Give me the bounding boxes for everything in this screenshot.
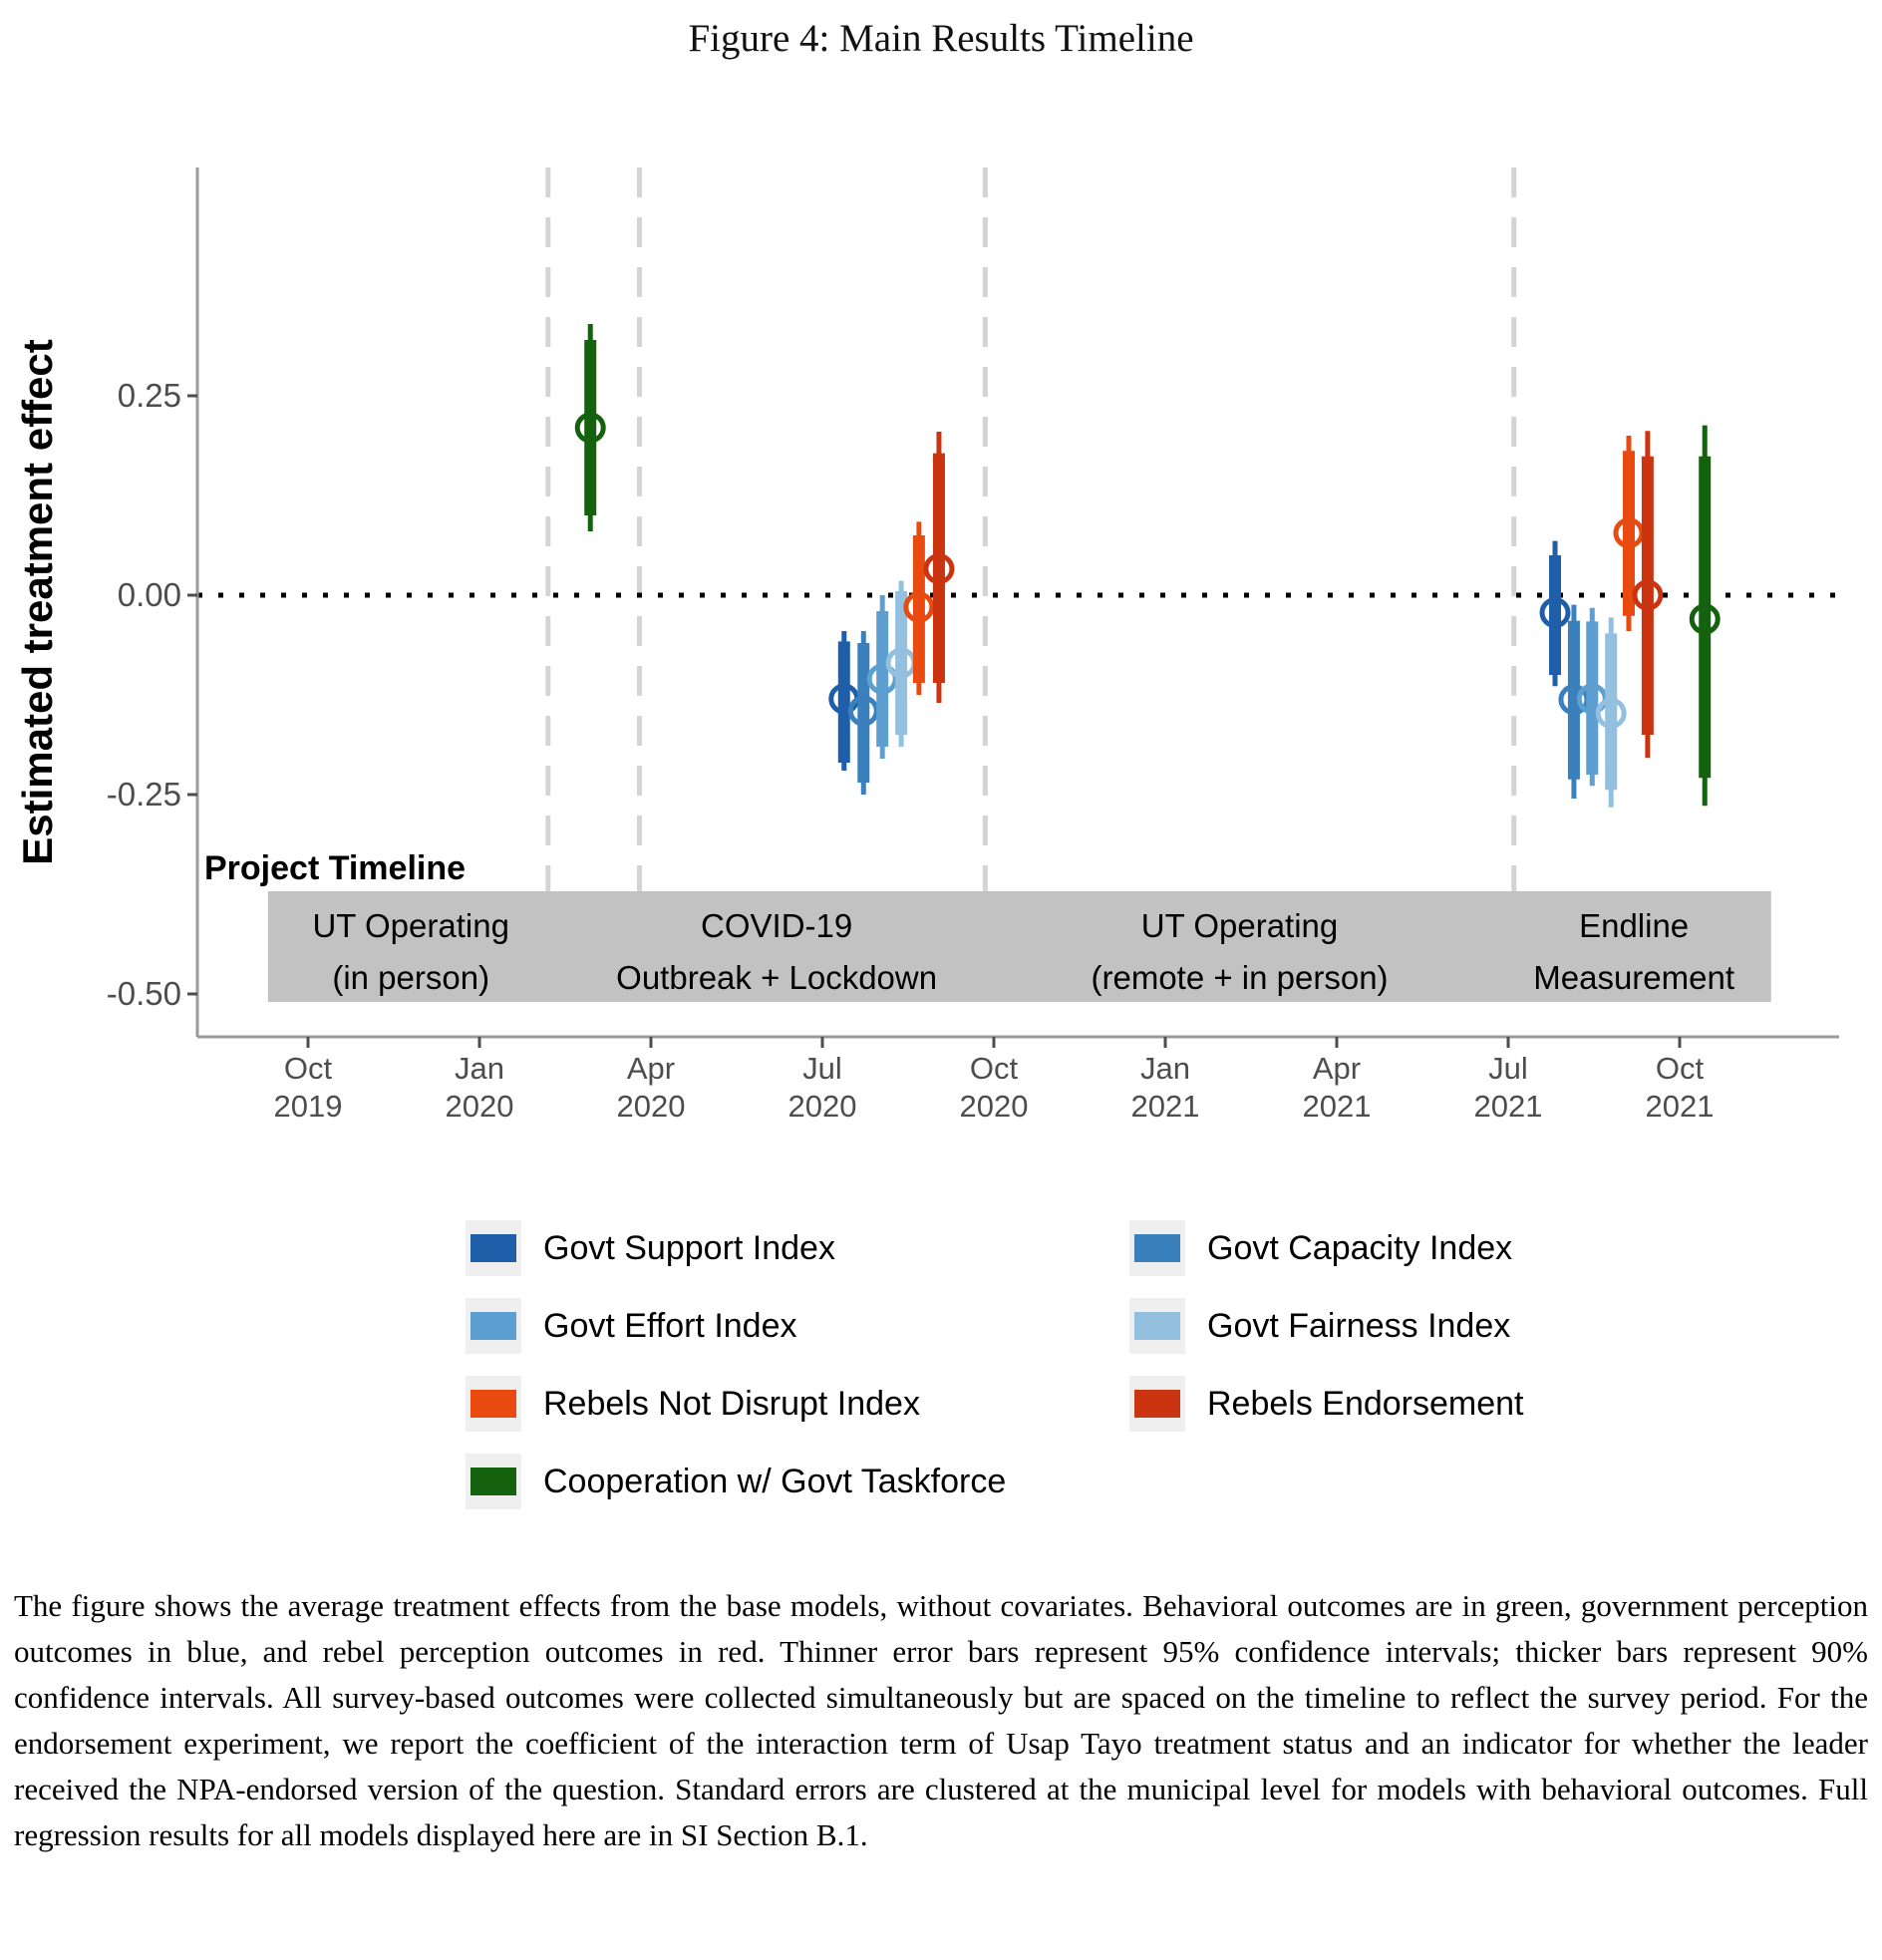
results-timeline-chart: Project Timeline UT Operating (in person) C… <box>14 167 1839 1124</box>
x-tick-month-0: Oct <box>284 1051 333 1086</box>
estimate-marker <box>1595 697 1627 729</box>
legend-key-endorse <box>1129 1376 1185 1432</box>
x-tick-year-7: 2021 <box>1474 1089 1543 1124</box>
x-tick-month-1: Jan <box>455 1051 504 1086</box>
legend-label-fairness: Govt Fairness Index <box>1207 1306 1511 1345</box>
phase-label-2-line2: (remote + in person) <box>1092 959 1389 996</box>
legend-label-effort: Govt Effort Index <box>543 1306 797 1345</box>
pointrange-endorse-6 <box>923 432 955 703</box>
figure-caption: The figure shows the average treatment e… <box>14 1588 1868 1852</box>
legend-label-support: Govt Support Index <box>543 1228 835 1267</box>
x-tick-year-4: 2020 <box>960 1089 1029 1124</box>
legend-key-capacity <box>1129 1220 1185 1276</box>
legend-item-endorse: Rebels Endorsement <box>1129 1376 1524 1432</box>
x-tick-year-5: 2021 <box>1131 1089 1200 1124</box>
pointrange-coop-0 <box>574 324 606 531</box>
estimate-marker <box>1689 603 1721 635</box>
pointrange-fairness-4 <box>885 580 917 747</box>
legend-swatch-fairness <box>1134 1312 1180 1340</box>
pointrange-notdisrupt-5 <box>903 521 935 695</box>
legend-item-capacity: Govt Capacity Index <box>1129 1220 1512 1276</box>
y-tick-label-2: -0.25 <box>107 776 181 813</box>
legend-swatch-notdisrupt <box>470 1390 516 1418</box>
legend-swatch-coop <box>470 1468 516 1495</box>
phase-label-0-line1: UT Operating <box>312 907 508 944</box>
x-tick-month-5: Jan <box>1140 1051 1190 1086</box>
x-tick-year-1: 2020 <box>446 1089 514 1124</box>
legend-label-notdisrupt: Rebels Not Disrupt Index <box>543 1384 920 1423</box>
estimate-marker <box>923 553 955 585</box>
estimate-marker <box>1539 597 1571 629</box>
legend-label-coop: Cooperation w/ Govt Taskforce <box>543 1462 1007 1500</box>
x-tick-year-8: 2021 <box>1646 1089 1715 1124</box>
phase-label-1-line2: Outbreak + Lockdown <box>616 959 937 996</box>
x-tick-year-3: 2020 <box>788 1089 857 1124</box>
x-tick-month-3: Jul <box>802 1051 842 1086</box>
x-tick-year-2: 2020 <box>617 1089 686 1124</box>
legend-label-endorse: Rebels Endorsement <box>1207 1384 1524 1423</box>
phase-label-0-line2: (in person) <box>332 959 489 996</box>
legend-key-support <box>466 1220 521 1276</box>
estimate-marker <box>1632 579 1664 611</box>
x-tick-month-6: Apr <box>1313 1051 1361 1086</box>
legend-key-effort <box>466 1298 521 1354</box>
phase-label-1-line1: COVID-19 <box>701 907 852 944</box>
project-timeline-band <box>267 891 1771 1002</box>
legend-key-notdisrupt <box>466 1376 521 1432</box>
legend-swatch-effort <box>470 1312 516 1340</box>
phase-label-3-line2: Measurement <box>1533 959 1734 996</box>
pointrange-coop-13 <box>1689 425 1721 807</box>
pointrange-capacity-2 <box>847 631 879 795</box>
x-tick-year-0: 2019 <box>274 1089 343 1124</box>
pointrange-effort-3 <box>866 595 898 759</box>
x-tick-month-7: Jul <box>1488 1051 1528 1086</box>
legend-item-notdisrupt: Rebels Not Disrupt Index <box>466 1376 920 1432</box>
pointrange-fairness-10 <box>1595 617 1627 808</box>
legend-key-fairness <box>1129 1298 1185 1354</box>
estimate-marker <box>574 412 606 444</box>
legend-label-capacity: Govt Capacity Index <box>1207 1228 1513 1267</box>
legend-swatch-support <box>470 1234 516 1262</box>
pointrange-endorse-12 <box>1632 431 1664 759</box>
x-tick-month-4: Oct <box>970 1051 1019 1086</box>
legend-swatch-capacity <box>1134 1234 1180 1262</box>
phase-label-2-line1: UT Operating <box>1141 907 1338 944</box>
project-timeline-heading: Project Timeline <box>204 849 466 887</box>
y-tick-label-0: 0.25 <box>118 377 181 414</box>
y-tick-label-1: 0.00 <box>118 576 181 613</box>
x-tick-year-6: 2021 <box>1303 1089 1372 1124</box>
y-axis-title: Estimated treatment effect <box>14 339 61 864</box>
legend-key-coop <box>466 1454 521 1509</box>
x-tick-month-2: Apr <box>627 1051 675 1086</box>
legend-item-effort: Govt Effort Index <box>466 1298 797 1354</box>
x-tick-month-8: Oct <box>1656 1051 1705 1086</box>
legend-item-fairness: Govt Fairness Index <box>1129 1298 1510 1354</box>
legend-swatch-endorse <box>1134 1390 1180 1418</box>
figure-title: Figure 4: Main Results Timeline <box>688 17 1194 60</box>
estimate-marker <box>903 591 935 623</box>
phase-label-3-line1: Endline <box>1579 907 1689 944</box>
pointrange-capacity-8 <box>1558 604 1590 799</box>
legend-item-support: Govt Support Index <box>466 1220 835 1276</box>
pointrange-support-7 <box>1539 540 1571 687</box>
pointrange-effort-9 <box>1576 607 1608 787</box>
legend-item-coop: Cooperation w/ Govt Taskforce <box>466 1454 1006 1509</box>
y-tick-label-3: -0.50 <box>107 975 181 1012</box>
